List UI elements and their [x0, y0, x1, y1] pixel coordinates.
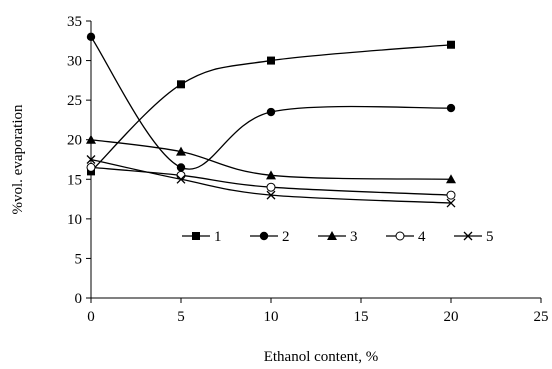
legend-label: 1: [214, 229, 222, 245]
data-point-2: [86, 32, 96, 42]
series-line-5: [90, 158, 452, 204]
legend-label: 5: [486, 229, 494, 245]
x-tick-label: 5: [177, 309, 185, 325]
data-point-5: [446, 198, 456, 208]
y-tick-label: 25: [67, 93, 82, 109]
x-tick-label: 0: [87, 309, 95, 325]
legend-item-4: 4: [386, 229, 426, 245]
series-2: [86, 32, 456, 172]
data-point-3: [266, 170, 276, 180]
legend: 1 2 3 4 5: [182, 229, 494, 245]
data-point-5: [86, 155, 96, 164]
data-point-1: [177, 80, 185, 89]
data-point-5: [176, 174, 186, 184]
y-axis-ticks: 0 5 10 15 20 25 30 35: [67, 14, 91, 307]
data-point-4: [86, 162, 96, 172]
data-point-2: [266, 107, 276, 117]
legend-swatch-marker: [259, 231, 269, 241]
legend-swatch-marker: [395, 231, 405, 241]
data-point-4: [266, 182, 276, 192]
x-tick-label: 25: [534, 309, 549, 325]
x-tick-label: 15: [354, 309, 369, 325]
y-tick-label: 15: [67, 172, 82, 188]
legend-label: 2: [282, 229, 290, 245]
data-point-1: [267, 56, 275, 65]
y-tick-label: 35: [67, 14, 82, 30]
y-tick-label: 5: [75, 251, 83, 267]
legend-label: 4: [418, 229, 426, 245]
legend-item-1: 1: [182, 229, 222, 245]
x-axis-title: Ethanol content, %: [264, 349, 379, 365]
series-4: [86, 162, 456, 200]
axes: [90, 21, 541, 299]
series-group: [86, 32, 456, 208]
x-tick-label: 10: [264, 309, 279, 325]
data-point-2: [446, 103, 456, 113]
series-line-2: [90, 36, 452, 170]
legend-swatch-marker: [192, 232, 200, 240]
series-5: [86, 155, 456, 208]
data-point-1: [447, 40, 455, 49]
series-line-4: [90, 166, 452, 196]
y-axis-title: %vol. evaporation: [10, 104, 26, 214]
data-point-2: [176, 163, 186, 172]
y-tick-label: 20: [67, 133, 82, 149]
legend-item-2: 2: [250, 229, 290, 245]
series-line-3: [90, 139, 452, 180]
legend-item-3: 3: [318, 229, 358, 245]
y-tick-label: 10: [67, 212, 82, 228]
y-tick-label: 0: [75, 291, 83, 307]
data-point-3: [446, 174, 456, 184]
series-3: [86, 134, 456, 184]
data-point-4: [446, 190, 456, 200]
x-axis-ticks: 0 5 10 15 20 25: [87, 298, 549, 325]
legend-swatch-marker: [327, 231, 337, 240]
series-line-1: [90, 44, 452, 172]
data-point-3: [176, 146, 186, 156]
y-tick-label: 30: [67, 54, 82, 70]
x-tick-label: 20: [444, 309, 459, 325]
data-point-3: [86, 134, 96, 144]
legend-swatch-marker: [463, 231, 473, 241]
legend-item-5: 5: [454, 229, 494, 245]
data-point-5: [266, 190, 276, 200]
legend-label: 3: [350, 229, 358, 245]
